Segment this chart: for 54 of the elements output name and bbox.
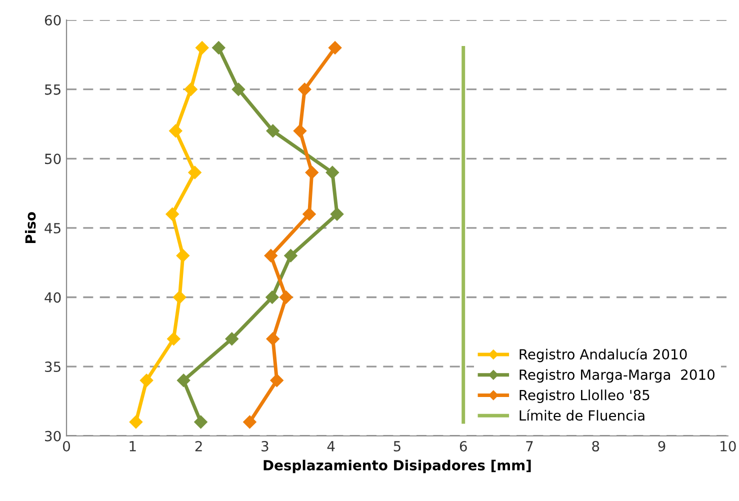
point	[293, 124, 307, 138]
point	[298, 82, 312, 96]
point	[176, 249, 190, 262]
x-tick-label: 0	[63, 440, 70, 452]
x-tick-label: 9	[658, 440, 666, 452]
x-tick-label: 7	[526, 441, 533, 452]
y-tick-label: 60	[44, 15, 61, 26]
point	[302, 208, 316, 221]
point	[194, 415, 208, 429]
x-tick-label: 1	[130, 441, 136, 452]
legend-label: Límite de Fluencia	[520, 409, 644, 421]
x-tick-label: 10	[720, 440, 736, 452]
x-tick-label: 3	[262, 440, 268, 452]
x-axis-title: Desplazamiento Disipadores [mm]	[264, 460, 531, 474]
y-tick-label: 35	[45, 362, 60, 372]
point	[140, 374, 154, 388]
point	[167, 332, 180, 346]
y-tick-label: 55	[45, 84, 60, 95]
y-axis-title: Piso	[24, 212, 36, 244]
point	[330, 208, 344, 221]
x-tick-label: 8	[592, 440, 600, 452]
point	[266, 332, 280, 346]
point	[305, 166, 318, 180]
x-tick-label: 2	[195, 440, 202, 452]
point	[266, 124, 280, 138]
point	[129, 415, 143, 429]
legend-label: Registro Andalucía 2010	[520, 348, 687, 362]
point	[173, 290, 186, 304]
point	[284, 249, 298, 262]
point	[225, 332, 238, 346]
point	[176, 374, 190, 388]
point	[264, 249, 278, 262]
point	[212, 41, 226, 54]
x-tick-label: 5	[394, 441, 400, 452]
y-tick-label: 45	[44, 223, 60, 234]
point	[196, 41, 209, 54]
point	[328, 41, 342, 54]
point	[169, 124, 182, 138]
y-tick-label: 50	[45, 154, 61, 164]
point	[270, 374, 284, 388]
y-tick-label: 40	[44, 292, 61, 303]
legend-label: Registro Llolleo '85	[520, 390, 650, 403]
x-tick-label: 6	[460, 440, 467, 452]
point	[243, 415, 256, 429]
point	[326, 166, 339, 180]
x-tick-label: 4	[327, 441, 335, 452]
y-tick-label: 30	[45, 430, 61, 442]
point	[166, 208, 179, 221]
point	[280, 290, 293, 304]
point	[266, 290, 279, 304]
point	[188, 166, 202, 180]
legend-label: Registro Marga-Marga 2010	[520, 369, 714, 383]
point	[232, 82, 246, 96]
point	[184, 82, 198, 96]
